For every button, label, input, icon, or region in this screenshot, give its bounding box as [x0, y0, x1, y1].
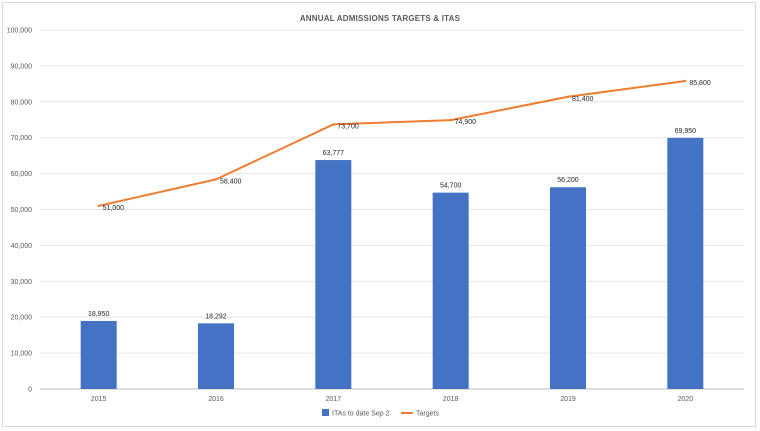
- y-tick-label: 100,000: [7, 28, 32, 35]
- x-tick-label: 2020: [678, 396, 694, 403]
- line-point: [97, 204, 100, 208]
- x-tick-label: 2015: [91, 396, 107, 403]
- bar: [667, 137, 704, 389]
- line-point: [332, 123, 335, 126]
- y-tick-label: 20,000: [11, 315, 33, 322]
- legend-swatch-bar: [322, 409, 329, 416]
- y-tick-label: 10,000: [11, 351, 33, 358]
- y-tick-label: 90,000: [11, 63, 33, 70]
- line-data-label: 73,700: [337, 123, 359, 130]
- y-tick-label: 50,000: [11, 207, 33, 214]
- line-point: [566, 95, 570, 98]
- bar: [432, 192, 469, 389]
- bar-data-label: 18,950: [88, 311, 110, 318]
- bar-data-label: 54,700: [440, 183, 462, 190]
- line-point: [214, 178, 218, 181]
- bar: [315, 160, 352, 389]
- y-tick-label: 70,000: [11, 135, 33, 142]
- x-tick-label: 2016: [208, 396, 224, 403]
- bar: [550, 187, 586, 389]
- line-data-label: 81,400: [572, 96, 594, 103]
- chart-title: ANNUAL ADMISSIONS TARGETS & ITAS: [299, 14, 461, 23]
- line-data-label: 51,000: [103, 205, 125, 212]
- bar: [80, 320, 117, 389]
- x-tick-label: 2018: [443, 396, 459, 403]
- y-tick-label: 60,000: [11, 171, 33, 178]
- y-tick-label: 40,000: [11, 243, 33, 250]
- line-data-label: 85,800: [689, 80, 711, 87]
- y-tick-label: 80,000: [11, 99, 33, 106]
- x-tick-label: 2019: [560, 396, 576, 403]
- line-data-label: 74,900: [455, 119, 477, 126]
- line-point: [449, 118, 452, 122]
- line-point: [684, 79, 687, 83]
- legend-label: ITAs to date Sep 2: [332, 411, 390, 418]
- bar: [198, 323, 234, 389]
- bar-data-label: 69,950: [675, 128, 697, 135]
- line-data-label: 58,400: [220, 178, 242, 185]
- bar-data-label: 56,200: [557, 177, 579, 184]
- x-tick-label: 2017: [326, 396, 342, 403]
- targets-line: [98, 79, 686, 207]
- y-tick-label: 0: [28, 387, 32, 394]
- chart-area: ANNUAL ADMISSIONS TARGETS & ITAS: [2, 2, 756, 427]
- legend-label: Targets: [416, 411, 439, 418]
- bar-data-label: 63,777: [323, 150, 345, 157]
- y-tick-label: 30,000: [11, 279, 33, 286]
- bar-data-label: 18,292: [205, 313, 227, 320]
